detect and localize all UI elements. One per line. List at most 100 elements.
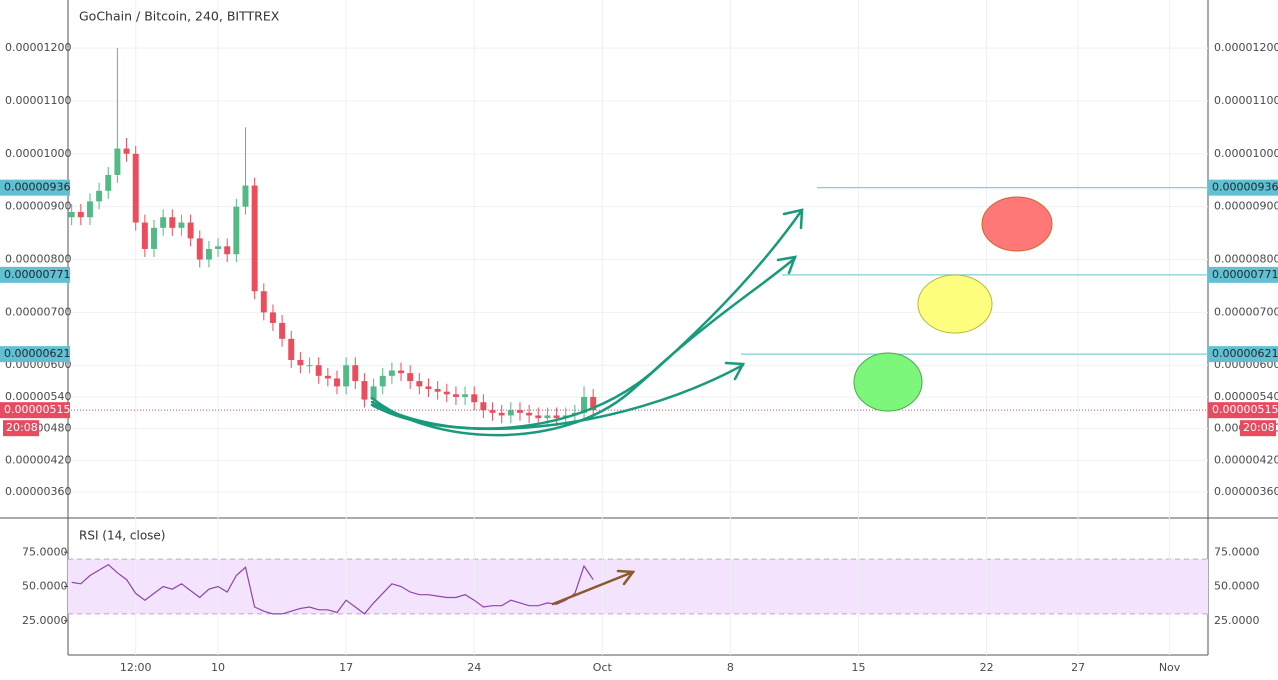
- candle-body: [242, 185, 249, 207]
- y-tick-label: 0.00000900: [5, 200, 71, 213]
- x-tick-label: 15: [851, 661, 865, 674]
- candle-body: [196, 238, 203, 260]
- y-tick-label: 25.0000: [1214, 614, 1260, 627]
- arrow-head: [782, 208, 804, 230]
- y-tick-label: 0.00000360: [1214, 485, 1278, 498]
- candle-body: [269, 312, 276, 323]
- candle-body: [160, 217, 167, 228]
- level-label: 0.00000771: [1212, 268, 1278, 281]
- target-circle-red: [981, 196, 1053, 252]
- candle-body: [462, 394, 469, 397]
- y-tick-label: 0.00000420: [5, 453, 71, 466]
- grid-layer: [0, 0, 1278, 656]
- y-tick-label: 0.00000900: [1214, 200, 1278, 213]
- candle-body: [279, 322, 286, 339]
- target-circle-yellow: [917, 274, 993, 334]
- chart-title: GoChain / Bitcoin, 240, BITTREX: [79, 9, 280, 24]
- arrow-head: [724, 361, 746, 381]
- candle-body: [260, 291, 267, 313]
- candle-body: [434, 389, 441, 392]
- candle-body: [169, 217, 176, 228]
- candle-body: [224, 246, 231, 255]
- level-label: 0.00000771: [4, 268, 70, 281]
- y-tick-label: 0.00001000: [1214, 147, 1278, 160]
- candle-body: [343, 365, 350, 387]
- candle-body: [205, 248, 212, 260]
- candle-body: [96, 190, 103, 202]
- candle-body: [251, 185, 258, 292]
- candle-body: [68, 211, 75, 218]
- target-circle-green: [853, 352, 923, 412]
- candle-body: [489, 410, 496, 413]
- candle-body: [425, 386, 432, 390]
- countdown-label: 20:08: [1243, 421, 1275, 434]
- candle-body: [581, 396, 587, 413]
- y-tick-label: 0.00001200: [5, 41, 71, 54]
- candle-body: [77, 211, 84, 218]
- level-label-box: [0, 266, 70, 283]
- arrow-head: [776, 255, 797, 275]
- y-tick-label: 0.00000800: [1214, 253, 1278, 266]
- y-tick-label: 50.0000: [1214, 580, 1260, 593]
- candle-body: [105, 174, 112, 191]
- candle-body: [517, 410, 523, 413]
- level-label-box: [0, 179, 70, 196]
- candle-body: [379, 375, 386, 387]
- candle-body: [114, 148, 121, 175]
- y-tick-label: 0.00000700: [1214, 305, 1278, 318]
- x-tick-label: 17: [339, 661, 353, 674]
- candle-body: [141, 222, 148, 249]
- countdown-box: [3, 420, 39, 437]
- candle-body: [151, 227, 157, 249]
- x-tick-label: 24: [467, 661, 481, 674]
- x-tick-label: 12:00: [120, 661, 152, 674]
- level-label: 0.00000936: [4, 181, 70, 194]
- candle-body: [407, 373, 414, 382]
- x-tick-label: Nov: [1159, 661, 1181, 674]
- candle-body: [306, 365, 313, 367]
- y-tick-label: 0.00000360: [5, 485, 71, 498]
- last-price-label: 0.00000515: [4, 403, 70, 416]
- candle-body: [324, 375, 331, 379]
- arrow-curve: [370, 363, 745, 431]
- y-tick-label: 0.00000420: [1214, 453, 1278, 466]
- candle-body: [498, 412, 505, 416]
- y-tick-label: 0.00001100: [5, 94, 71, 107]
- candle-body: [187, 222, 194, 239]
- candle-body: [334, 378, 340, 387]
- y-tick-label: 0.00001000: [5, 147, 71, 160]
- last-price-box: [1208, 402, 1278, 419]
- last-price-label: 0.00000515: [1212, 403, 1278, 416]
- candle-body: [452, 394, 459, 397]
- arrow-curve: [370, 208, 804, 437]
- countdown-box: [1240, 420, 1276, 437]
- candle-body: [590, 396, 597, 411]
- y-tick-label: 0.00000700: [5, 305, 71, 318]
- rsi-arrow: [551, 569, 636, 606]
- candle-body: [215, 246, 222, 249]
- candle-body: [443, 391, 450, 395]
- candle-body: [123, 148, 130, 154]
- candle-body: [297, 359, 304, 366]
- y-tick-label: 0.00000800: [5, 253, 71, 266]
- plot-layer: [68, 48, 1208, 615]
- candle-body: [370, 386, 377, 400]
- forecast-arrows: [370, 208, 804, 437]
- rsi-line: [71, 563, 594, 615]
- candle-body: [388, 370, 395, 376]
- y-tick-label: 75.0000: [22, 545, 68, 558]
- x-tick-label: 10: [211, 661, 225, 674]
- y-tick-label: 75.0000: [1214, 545, 1260, 558]
- level-label-box: [1208, 346, 1278, 363]
- candle-body: [416, 381, 423, 387]
- x-tick-label: 27: [1071, 661, 1085, 674]
- candle-body: [507, 410, 514, 416]
- level-label: 0.00000621: [1212, 347, 1278, 360]
- candle-body: [86, 201, 93, 218]
- level-label-box: [0, 346, 70, 363]
- candle-body: [553, 415, 560, 419]
- level-label-box: [1208, 179, 1278, 196]
- label-layer: GoChain / Bitcoin, 240, BITTREX RSI (14,…: [0, 9, 1278, 674]
